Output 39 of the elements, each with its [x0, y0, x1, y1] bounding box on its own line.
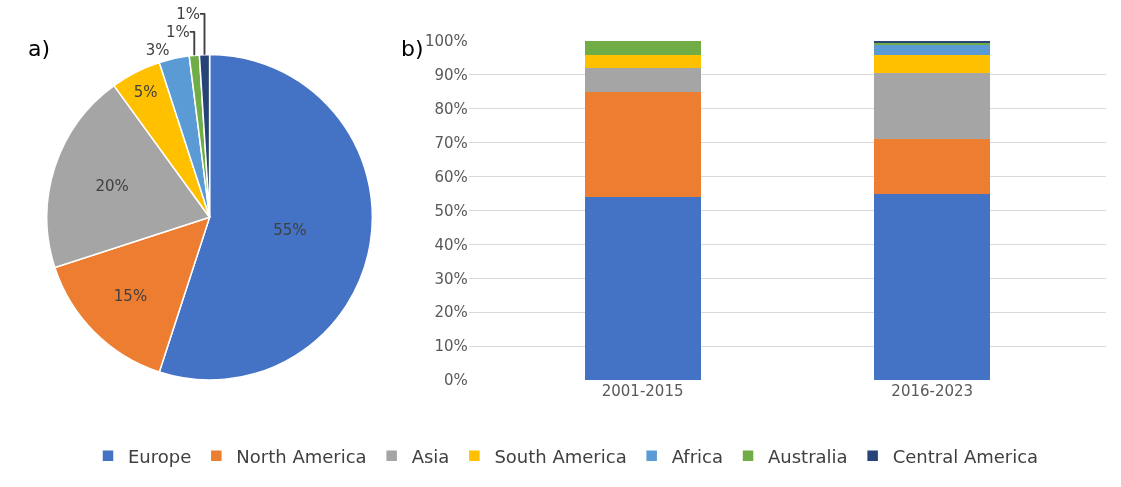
y-tick-label: 100%: [424, 32, 468, 51]
y-tick-label: 80%: [434, 100, 468, 119]
y-tick-label: 20%: [434, 303, 468, 322]
y-tick-label: 60%: [434, 167, 468, 186]
legend-label: Central America: [892, 445, 1039, 467]
bar: [874, 73, 991, 140]
data-label: 1%: [176, 4, 200, 23]
text: a): [28, 36, 51, 61]
y-tick-label: 90%: [434, 66, 468, 85]
bar: [584, 68, 701, 92]
data-label: 20%: [95, 176, 129, 195]
legend-label: Asia: [411, 445, 450, 467]
data-label: 1%: [165, 22, 190, 41]
bar: [584, 41, 701, 55]
data-label: 15%: [113, 287, 148, 306]
x-tick-label: 2001-2015: [601, 382, 684, 400]
data-label: 3%: [145, 40, 170, 59]
y-tick-label: 50%: [434, 201, 468, 220]
y-tick-label: 70%: [434, 133, 468, 152]
bar: [584, 91, 701, 197]
legend-label: Australia: [768, 445, 848, 467]
bar: [874, 139, 991, 194]
data-label: 55%: [273, 221, 307, 240]
bar: [874, 193, 991, 380]
chart-title: b): [401, 36, 424, 61]
data-label: 5%: [133, 82, 158, 101]
legend-label: Europe: [128, 445, 192, 467]
bar: [874, 54, 991, 74]
legend-label: North America: [236, 445, 367, 467]
x-tick-label: 2016-2023: [891, 382, 974, 400]
y-tick-label: 10%: [434, 337, 468, 356]
bar: [874, 44, 991, 55]
bar: [584, 196, 701, 380]
y-tick-label: 40%: [434, 235, 468, 254]
legend-label: Africa: [671, 445, 724, 467]
legend-label: South America: [494, 445, 627, 467]
bar: [584, 54, 701, 69]
y-tick-label: 0%: [444, 371, 468, 390]
y-tick-label: 30%: [434, 269, 468, 288]
